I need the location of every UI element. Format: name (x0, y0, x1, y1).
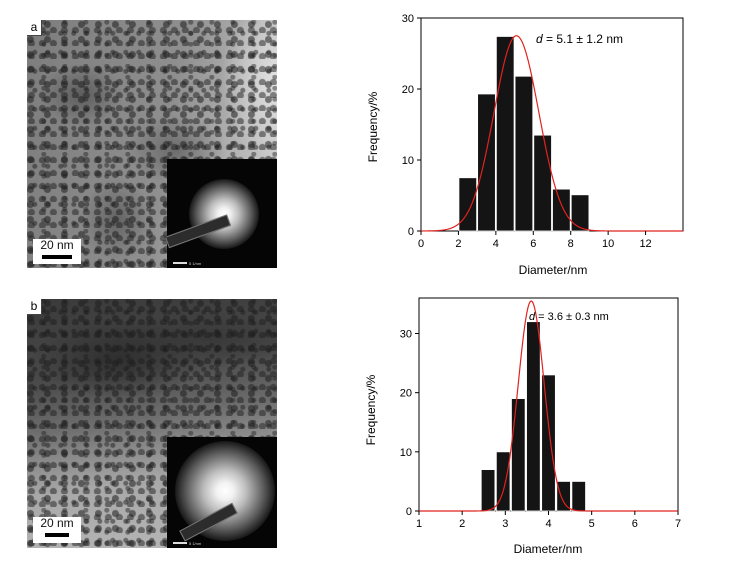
diffraction-inset-b: 5 1/nm (167, 437, 277, 548)
y-tick-label: 20 (402, 84, 414, 96)
histogram-chart-a: 0 2 4 6 8 10 12 0 10 20 30 d = 5.1 ± 1.2 nm Diamet… (366, 13, 684, 277)
y-axis-label-a: Frequency/% (366, 91, 380, 162)
x-tick-label: 5 (589, 518, 595, 530)
histogram-bar (514, 75, 534, 232)
x-tick-label: 8 (568, 238, 574, 250)
histogram-bar (552, 188, 571, 232)
inset-scale-line-b (173, 542, 187, 544)
tem-image-b: b 20 nm 5 1/nm (27, 299, 277, 548)
chart-marks-b: 1 2 3 4 5 6 7 0 10 20 30 (400, 297, 681, 530)
scale-bar-b: 20 nm (33, 517, 81, 543)
y-tick-label: 10 (402, 155, 414, 167)
panel-label-b: b (27, 299, 42, 315)
y-axis-label-b: Frequency/% (364, 374, 378, 445)
histogram-bar (570, 194, 590, 232)
diffraction-inset-a: 5 1/nm (167, 159, 277, 268)
plot-frame-a (420, 17, 684, 232)
histogram-bar (458, 177, 478, 232)
histogram-bar (495, 451, 511, 512)
inset-scale-label-b: 5 1/nm (189, 541, 202, 546)
histogram-bar (495, 36, 515, 232)
scale-bar-label-a: 20 nm (40, 238, 74, 252)
inset-scale-line-a (173, 262, 187, 264)
histogram-bar (571, 481, 586, 512)
x-tick-label: 6 (632, 518, 638, 530)
x-axis-label-a: Diameter/nm (519, 263, 588, 277)
inset-scale-label-a: 5 1/nm (189, 261, 202, 266)
x-tick-label: 4 (545, 518, 551, 530)
y-tick-label: 30 (402, 13, 414, 25)
y-tick-label: 30 (400, 329, 412, 341)
scale-bar-line-b (45, 533, 69, 537)
gaussian-fit-curve (420, 35, 683, 232)
histogram-bar (533, 134, 552, 232)
panel-label-a: a (27, 20, 42, 36)
size-annotation-a: d = 5.1 ± 1.2 nm (536, 32, 623, 46)
x-tick-label: 3 (502, 518, 508, 530)
histogram-bar (480, 469, 496, 512)
scale-bar-a: 20 nm (33, 239, 81, 264)
y-tick-label: 0 (408, 226, 414, 238)
x-tick-label: 1 (416, 518, 422, 530)
chart-marks-a: 0 2 4 6 8 10 12 0 10 20 30 (402, 13, 684, 250)
x-tick-label: 2 (459, 518, 465, 530)
histogram-bar (556, 481, 571, 512)
scale-bar-line-a (42, 255, 72, 259)
histogram-bar (526, 321, 541, 512)
diffraction-halo-a (189, 179, 259, 249)
x-tick-label: 6 (530, 238, 536, 250)
scale-bar-label-b: 20 nm (40, 516, 74, 530)
y-tick-label: 10 (400, 447, 412, 459)
histogram-bar (541, 374, 556, 512)
y-tick-label: 0 (406, 506, 412, 518)
histogram-bar (477, 93, 496, 232)
histogram-bar (511, 398, 526, 512)
x-tick-label: 0 (418, 238, 424, 250)
x-tick-label: 10 (602, 238, 614, 250)
tem-image-a: a 20 nm 5 1/nm (27, 20, 277, 268)
y-tick-label: 20 (400, 388, 412, 400)
x-tick-label: 12 (639, 238, 651, 250)
size-annotation-b: d = 3.6 ± 0.3 nm (529, 311, 609, 323)
x-tick-label: 2 (455, 238, 461, 250)
x-tick-label: 4 (493, 238, 499, 250)
histogram-chart-b: 1 2 3 4 5 6 7 0 10 20 30 d = 3.6 ± 0.3 nm Diameter… (364, 297, 681, 556)
x-axis-label-b: Diameter/nm (514, 542, 583, 556)
x-tick-label: 7 (675, 518, 681, 530)
